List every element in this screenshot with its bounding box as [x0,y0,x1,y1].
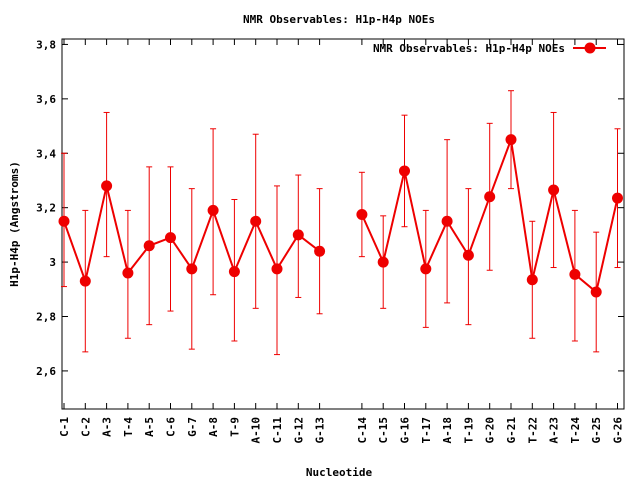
data-point [590,286,602,298]
x-axis-label: Nucleotide [306,466,373,479]
y-axis: 2,6 2,8 3 3,2 3,4 3,6 3,8 [36,38,624,378]
data-point [356,208,368,220]
data-point [314,245,326,257]
data-point [399,165,410,177]
y-tick-label: 2,6 [36,365,56,378]
y-tick-label: 3,8 [36,38,56,51]
x-tick-label: A-10 [250,417,263,444]
x-tick-label: G-25 [590,417,603,444]
error-bars [61,90,621,356]
y-tick-label: 3,6 [36,93,56,106]
legend-label: NMR Observables: H1p-H4p NOEs [373,42,565,55]
data-point [462,249,474,261]
data-point [207,204,219,216]
chart-title: NMR Observables: H1p-H4p NOEs [243,13,435,26]
data-point [612,192,623,204]
x-tick-label: T-4 [122,417,135,437]
data-point [122,267,134,279]
x-tick-label: A-5 [143,417,156,437]
data-point [79,275,91,287]
data-point [271,263,283,275]
data-point [165,232,176,244]
data-points [58,134,623,298]
x-tick-label: A-23 [548,417,561,444]
x-tick-label: C-11 [271,417,284,444]
x-tick-label: C-15 [377,417,390,444]
x-tick-label: G-13 [314,417,327,444]
x-tick-label: T-22 [526,417,539,444]
x-tick-label: T-24 [569,417,582,444]
y-tick-label: 2,8 [36,311,56,324]
x-tick-label: G-7 [186,417,199,437]
x-tick-label: G-12 [292,417,305,444]
data-point [250,215,262,227]
data-point [101,180,113,192]
data-point [484,191,496,203]
data-point [569,268,581,280]
x-tick-label: C-6 [165,417,178,437]
data-point [228,266,240,278]
plot-area [61,38,625,410]
data-point [143,240,155,252]
y-tick-label: 3,2 [36,202,56,215]
x-tick-label: G-20 [484,417,497,444]
x-axis: C-1 C-2 A-3 T-4 A-5 C-6 G-7 A-8 T-9 A-10 C-11 G-12 G… [58,39,625,444]
x-tick-label: G-16 [399,417,412,444]
y-axis-label: H1p-H4p (Angstroms) [8,161,21,287]
data-point [292,229,304,241]
data-point [377,256,389,268]
data-point [420,263,432,275]
y-tick-label: 3 [49,256,56,269]
x-tick-label: G-26 [612,417,625,444]
data-point [526,274,538,286]
data-point [505,134,517,146]
x-tick-label: C-1 [58,417,71,437]
x-tick-label: C-2 [79,417,92,437]
series-lines [63,135,619,294]
x-tick-label: C-14 [356,417,369,444]
legend-marker [584,42,596,54]
data-point [58,215,70,227]
x-tick-label: G-21 [505,417,518,444]
data-point [548,184,560,196]
plot-frame [61,38,625,410]
x-tick-label: T-9 [228,417,241,437]
y-tick-label: 3,4 [36,147,56,160]
x-tick-label: T-19 [462,417,475,444]
x-tick-label: T-17 [420,417,433,444]
data-point [441,215,453,227]
x-tick-label: A-3 [101,417,114,437]
data-point [186,263,198,275]
x-tick-label: A-18 [441,417,454,444]
legend: NMR Observables: H1p-H4p NOEs [373,42,606,55]
x-tick-label: A-8 [207,417,220,437]
